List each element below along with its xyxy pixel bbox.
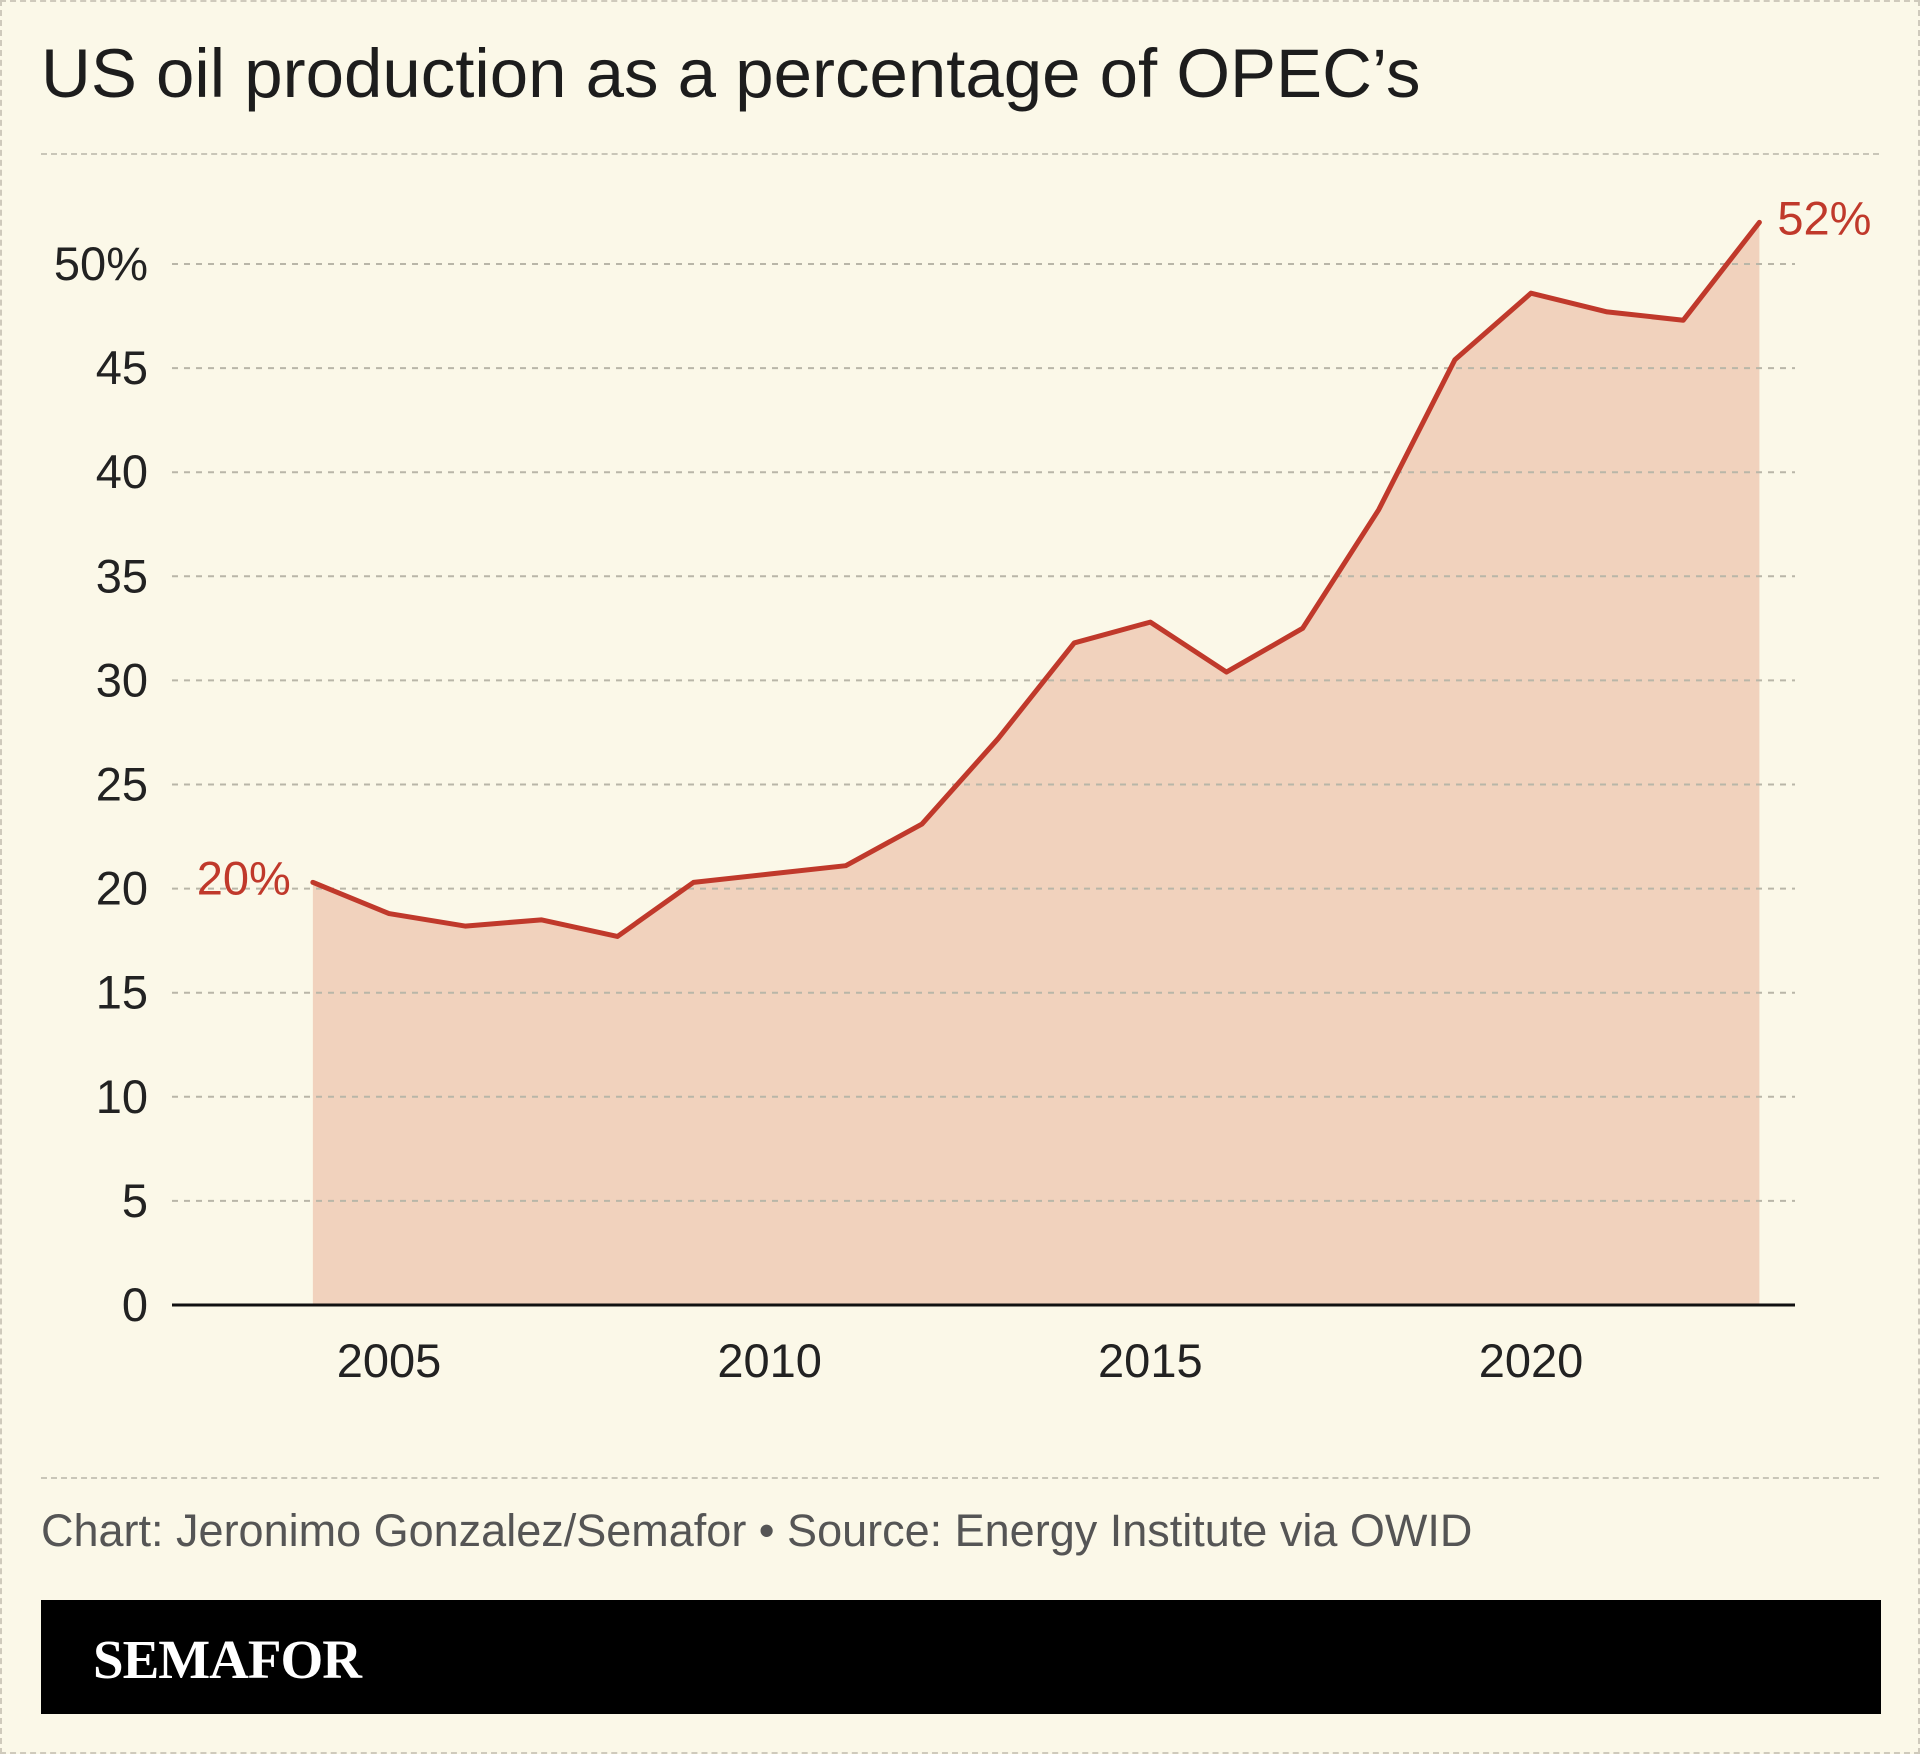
x-tick-label: 2020 [1479, 1334, 1584, 1387]
y-tick-label: 25 [96, 758, 148, 811]
y-tick-label: 45 [96, 341, 148, 394]
area-fill [312, 222, 1760, 1306]
y-tick-label: 10 [96, 1070, 148, 1123]
y-tick-label: 20 [96, 862, 148, 915]
y-tick-label: 15 [96, 966, 148, 1019]
y-tick-label: 5 [122, 1174, 148, 1227]
y-tick-label: 35 [96, 549, 148, 602]
brand-bar: SEMAFOR [41, 1600, 1881, 1714]
x-tick-label: 2010 [717, 1334, 822, 1387]
end-value-label: 52% [1777, 191, 1871, 244]
semafor-logo: SEMAFOR [93, 1629, 362, 1690]
series-line [310, 219, 1762, 939]
footer-divider [41, 1477, 1879, 1479]
title-divider [41, 153, 1879, 155]
start-value-label: 20% [197, 851, 291, 904]
chart-title: US oil production as a percentage of OPE… [41, 35, 1421, 112]
y-tick-label: 50% [54, 237, 148, 290]
y-tick-label: 0 [122, 1278, 148, 1331]
chart-credit: Chart: Jeronimo Gonzalez/Semafor • Sourc… [41, 1505, 1473, 1556]
y-tick-label: 30 [96, 653, 148, 706]
x-tick-label: 2015 [1098, 1334, 1203, 1387]
x-tick-label: 2005 [337, 1334, 442, 1387]
y-tick-label: 40 [96, 445, 148, 498]
